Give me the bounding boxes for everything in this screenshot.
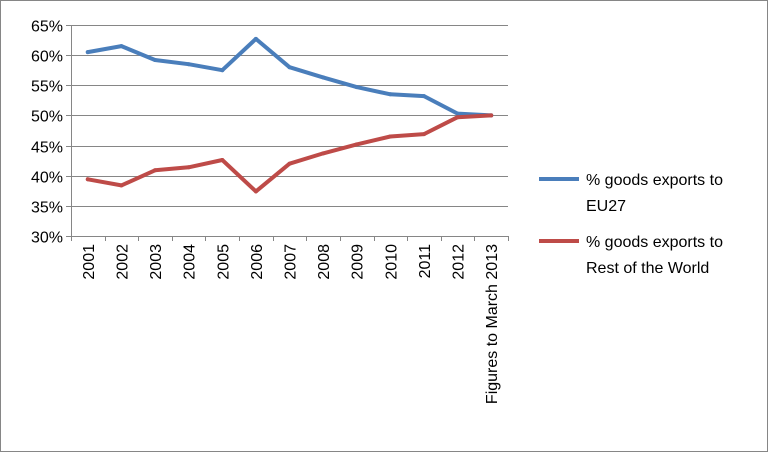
y-tick-label: 30% (31, 230, 63, 247)
data-point (220, 158, 225, 162)
x-tick-label: 2004 (182, 244, 199, 280)
x-tick-label: 2011 (417, 244, 434, 279)
x-tick-label: 2012 (451, 244, 468, 280)
data-point (186, 165, 191, 170)
x-tick-label: 2007 (283, 244, 300, 280)
x-tick-label: 2001 (81, 244, 98, 280)
legend-label-0: EU27 (586, 198, 626, 215)
x-tick-label: Figures to March 2013 (484, 244, 501, 404)
data-point (119, 183, 124, 188)
x-tick-label: 2005 (215, 244, 232, 280)
data-point (422, 94, 426, 99)
data-point (153, 168, 157, 173)
y-tick-label: 50% (31, 109, 63, 126)
data-point (455, 111, 460, 116)
x-tick-label: 2002 (114, 244, 131, 280)
series-line-eu27 (85, 36, 494, 118)
x-tick-label: 2008 (316, 244, 333, 280)
data-point (153, 58, 157, 62)
series-lines (85, 36, 494, 194)
data-point (253, 189, 258, 194)
data-point (253, 36, 258, 41)
x-tick-label: 2003 (148, 244, 165, 280)
data-point (489, 113, 494, 118)
data-point (186, 62, 191, 67)
x-tick-label: 2010 (383, 244, 400, 280)
y-tick-label: 45% (31, 140, 63, 157)
data-point (422, 132, 426, 137)
data-point (287, 161, 292, 166)
y-tick-label: 55% (31, 79, 63, 96)
x-tick-label: 2006 (249, 244, 266, 280)
legend-label-1: % goods exports to (586, 234, 723, 251)
axes: 30% 35% 40% 45% 50% 55% 60% 65% 2001 2002 2003 2004… (31, 19, 509, 404)
data-point (455, 115, 460, 120)
x-tick-label: 2009 (350, 244, 367, 280)
legend-label-0: % goods exports to (586, 172, 723, 189)
y-tick-label: 65% (31, 19, 63, 36)
data-point (85, 177, 90, 182)
data-point (220, 68, 225, 73)
y-tick-label: 40% (31, 170, 63, 187)
data-point (321, 75, 326, 80)
data-point (287, 65, 292, 70)
data-point (388, 92, 393, 97)
data-point (354, 85, 359, 90)
gridlines (71, 25, 508, 237)
data-point (119, 44, 124, 49)
data-point (85, 50, 90, 55)
legend: % goods exports to EU27 % goods exports to… (539, 172, 723, 277)
legend-label-1: Rest of the World (586, 260, 709, 277)
data-point (354, 142, 359, 147)
y-tick-label: 35% (31, 200, 63, 217)
series-line-rest-of-world (85, 113, 494, 194)
data-point (321, 151, 326, 156)
y-tick-label: 60% (31, 49, 63, 66)
data-point (388, 134, 393, 139)
